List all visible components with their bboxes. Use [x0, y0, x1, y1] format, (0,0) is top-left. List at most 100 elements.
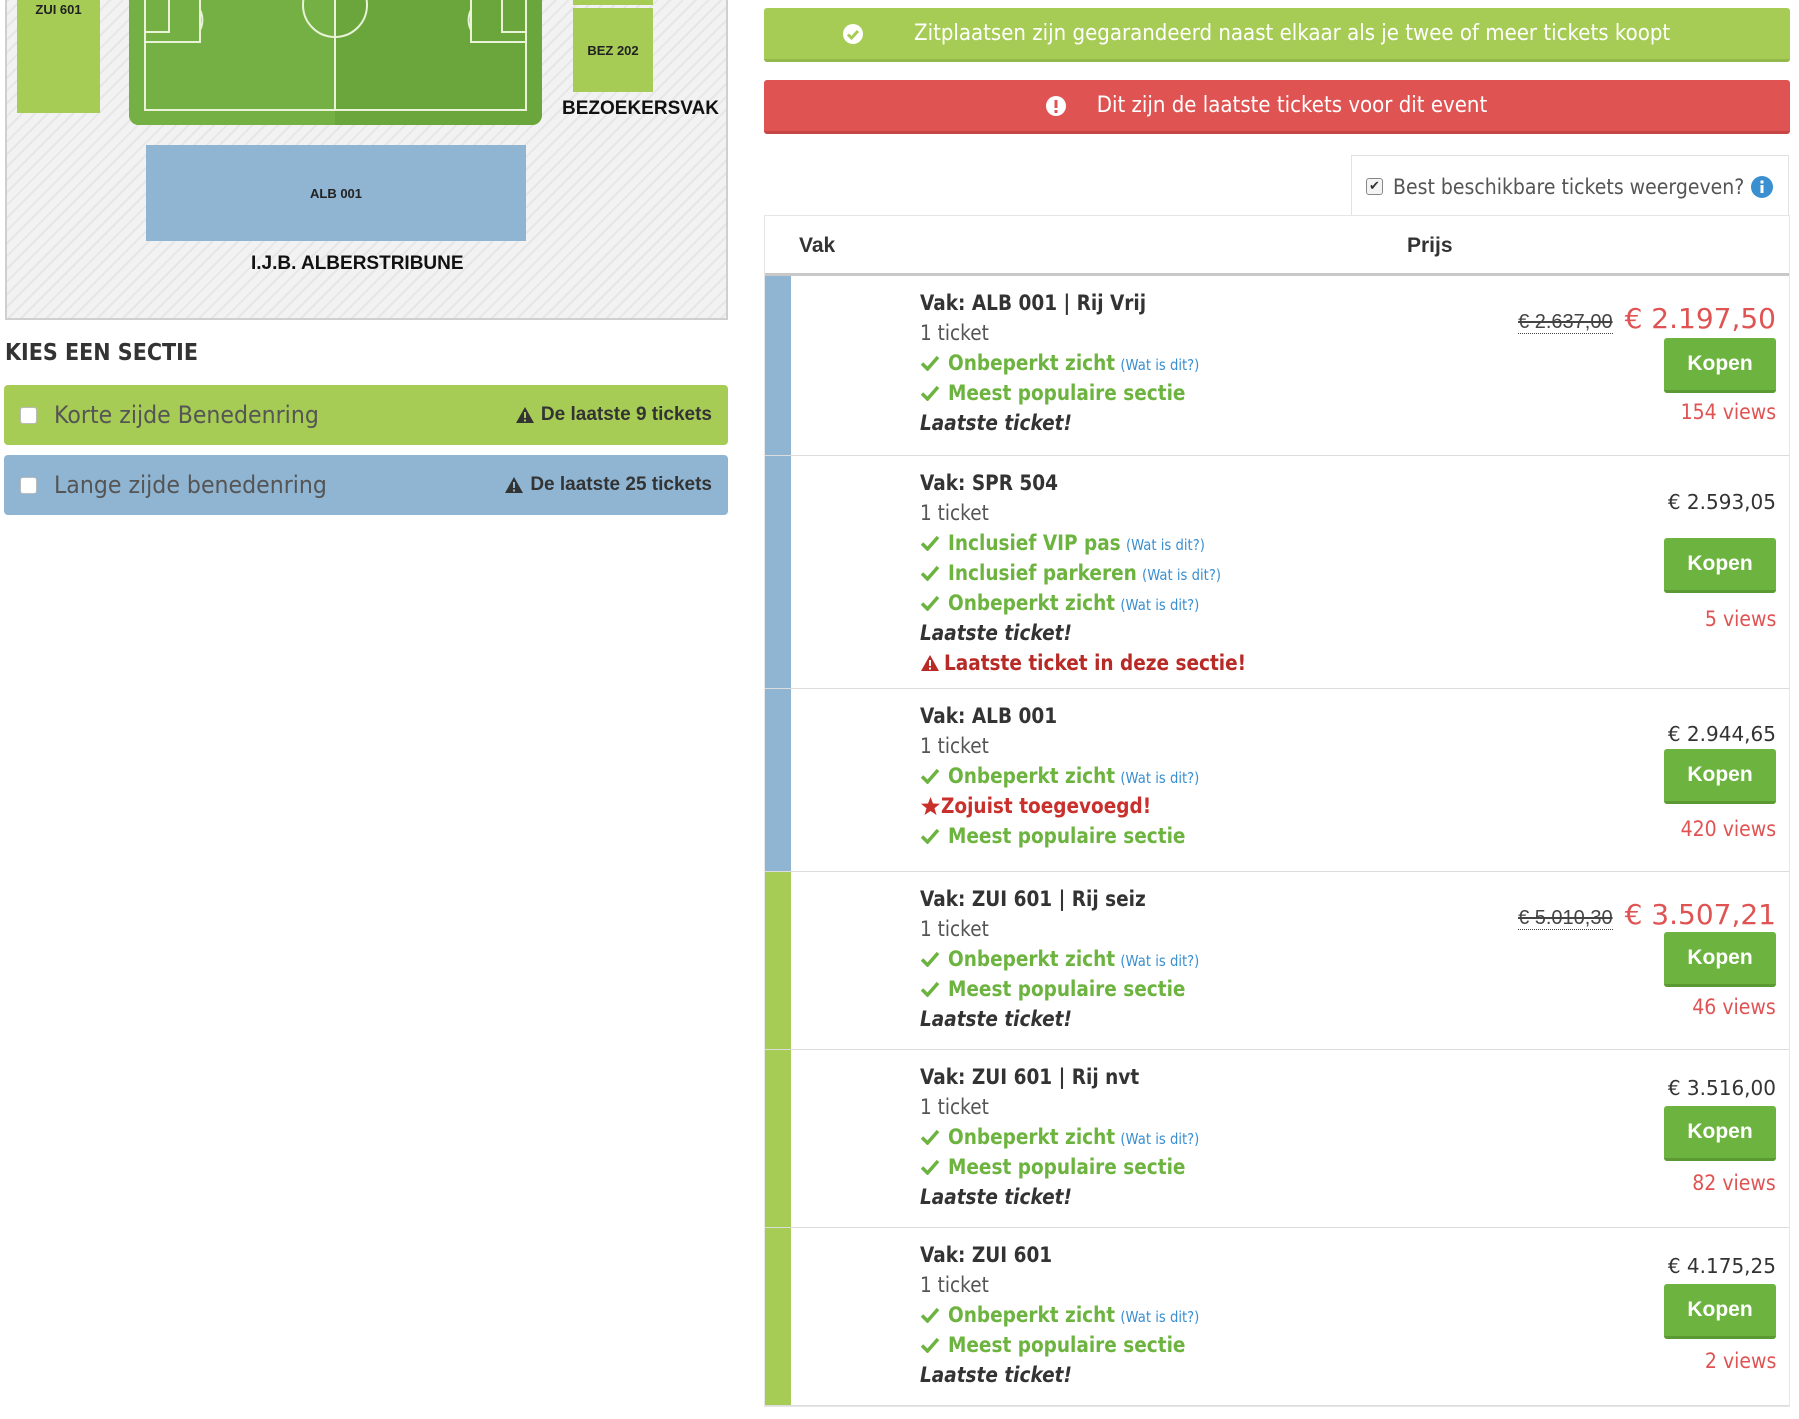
map-section-zui601-label: ZUI 601: [35, 2, 82, 17]
just-added-badge: Zojuist toegevoegd!: [920, 791, 1234, 821]
views-count: 420 views: [1680, 817, 1776, 841]
ticket-feature: Onbeperkt zicht (Wat is dit?): [920, 761, 1234, 791]
ticket-feature: Inclusief VIP pas (Wat is dit?): [920, 528, 1287, 558]
check-icon: [920, 535, 940, 551]
ticket-count: 1 ticket: [920, 321, 989, 345]
section-warning: De laatste 9 tickets: [515, 404, 712, 426]
old-price: € 5.010,30: [1518, 907, 1613, 930]
ticket-feature: Meest populaire sectie: [920, 1330, 1234, 1360]
check-circle-icon: [842, 23, 863, 44]
ticket-title: Vak: ZUI 601: [920, 1243, 1053, 1267]
what-is-this-link[interactable]: (Wat is dit?): [1120, 356, 1200, 374]
buy-button[interactable]: Kopen: [1664, 1284, 1776, 1339]
ticket-count: 1 ticket: [920, 501, 989, 525]
best-tickets-checkbox[interactable]: ✔: [1366, 178, 1383, 195]
ticket-feature: Onbeperkt zicht (Wat is dit?): [920, 588, 1287, 618]
ticket-table: Vak Prijs Vak: ALB 001 | Rij Vrij 1 ticke…: [764, 215, 1790, 1407]
views-count: 5 views: [1704, 607, 1776, 631]
ticket-row: Vak: ZUI 601 1 ticket Onbeperkt zicht (Wat …: [765, 1228, 1789, 1406]
map-section-bez202[interactable]: BEZ 202: [573, 8, 653, 92]
what-is-this-link[interactable]: (Wat is dit?): [1120, 1308, 1200, 1326]
section-warning-text: De laatste 25 tickets: [530, 474, 712, 495]
last-ticket-label: Laatste ticket!: [920, 621, 1072, 645]
map-section-alb001[interactable]: ALB 001: [146, 145, 526, 241]
warning-icon: [505, 477, 524, 493]
ticket-row: Vak: ALB 001 | Rij Vrij 1 ticket Onbeperkt…: [765, 276, 1789, 456]
ticket-row: Vak: ZUI 601 | Rij nvt 1 ticket Onbeperkt …: [765, 1050, 1789, 1228]
check-icon: [920, 828, 940, 844]
map-section-bez202-label: BEZ 202: [587, 42, 639, 58]
ticket-price: € 5.010,30 € 3.507,21: [1518, 898, 1776, 931]
section-warning: De laatste 25 tickets: [504, 474, 712, 496]
ticket-feature: Meest populaire sectie: [920, 378, 1234, 408]
ticket-count: 1 ticket: [920, 917, 989, 941]
ticket-row: Vak: ZUI 601 | Rij seiz 1 ticket Onbeperkt…: [765, 872, 1789, 1050]
ticket-count: 1 ticket: [920, 734, 989, 758]
last-tickets-alert: Dit zijn de laatste tickets voor dit eve…: [764, 80, 1790, 134]
seating-guarantee-text: Zitplaatsen zijn gegarandeerd naast elka…: [913, 21, 1671, 46]
ticket-feature: Onbeperkt zicht (Wat is dit?): [920, 944, 1234, 974]
what-is-this-link[interactable]: (Wat is dit?): [1120, 1130, 1200, 1148]
exclamation-circle-icon: [1046, 95, 1067, 116]
section-color-strip: [765, 872, 791, 1049]
buy-button[interactable]: Kopen: [1664, 749, 1776, 804]
best-tickets-toggle[interactable]: ✔ Best beschikbare tickets weergeven?: [1351, 155, 1789, 217]
section-name: Korte zijde Benedenring: [54, 401, 319, 429]
ticket-title: Vak: ALB 001 | Rij Vrij: [920, 291, 1147, 315]
what-is-this-link[interactable]: (Wat is dit?): [1125, 536, 1205, 554]
last-ticket-label: Laatste ticket!: [920, 411, 1072, 435]
section-checkbox[interactable]: [20, 476, 37, 494]
buy-button[interactable]: Kopen: [1664, 932, 1776, 987]
check-icon: [920, 595, 940, 611]
ticket-rows: Vak: ALB 001 | Rij Vrij 1 ticket Onbeperkt…: [765, 276, 1789, 1406]
check-icon: [920, 1307, 940, 1323]
what-is-this-link[interactable]: (Wat is dit?): [1120, 952, 1200, 970]
regular-price: € 4.175,25: [1667, 1254, 1776, 1278]
last-ticket-label: Laatste ticket!: [920, 1007, 1072, 1031]
regular-price: € 2.593,05: [1667, 490, 1776, 514]
ticket-count: 1 ticket: [920, 1095, 989, 1119]
table-header: Vak Prijs: [765, 216, 1789, 276]
section-color-strip: [765, 276, 791, 455]
buy-button[interactable]: Kopen: [1664, 1106, 1776, 1161]
ticket-details: Vak: ZUI 601 | Rij seiz 1 ticket Onbeperkt…: [920, 884, 1234, 1034]
check-icon: [920, 951, 940, 967]
section-color-strip: [765, 1050, 791, 1227]
ticket-details: Vak: ZUI 601 | Rij nvt 1 ticket Onbeperkt …: [920, 1062, 1234, 1212]
section-color-strip: [765, 456, 791, 688]
last-tickets-text: Dit zijn de laatste tickets voor dit eve…: [1096, 93, 1488, 118]
check-icon: [920, 981, 940, 997]
check-icon: [920, 1159, 940, 1175]
seating-guarantee-alert: Zitplaatsen zijn gegarandeerd naast elka…: [764, 8, 1790, 62]
last-ticket-label: Laatste ticket!: [920, 1363, 1072, 1387]
what-is-this-link[interactable]: (Wat is dit?): [1142, 566, 1221, 584]
views-count: 46 views: [1692, 995, 1776, 1019]
check-icon: [920, 565, 940, 581]
what-is-this-link[interactable]: (Wat is dit?): [1120, 596, 1200, 614]
map-section-zui601[interactable]: ZUI 601: [17, 0, 100, 113]
ticket-feature: Inclusief parkeren (Wat is dit?): [920, 558, 1287, 588]
section-warning-text: De laatste 9 tickets: [540, 404, 712, 425]
buy-button[interactable]: Kopen: [1664, 338, 1776, 393]
regular-price: € 3.516,00: [1667, 1076, 1776, 1100]
ticket-feature: Onbeperkt zicht (Wat is dit?): [920, 1122, 1234, 1152]
section-lange-zijde[interactable]: Lange zijde benedenring De laatste 25 ti…: [4, 455, 728, 515]
what-is-this-link[interactable]: (Wat is dit?): [1120, 769, 1200, 787]
ticket-feature: Meest populaire sectie: [920, 974, 1234, 1004]
section-korte-zijde[interactable]: Korte zijde Benedenring De laatste 9 tic…: [4, 385, 728, 445]
section-color-strip: [765, 1228, 791, 1405]
ticket-price: € 2.593,05: [1668, 490, 1776, 514]
ticket-price: € 4.175,25: [1668, 1254, 1776, 1278]
section-checkbox[interactable]: [20, 406, 37, 424]
buy-button[interactable]: Kopen: [1664, 538, 1776, 593]
map-section-alb001-label: ALB 001: [309, 185, 363, 201]
ticket-title: Vak: ZUI 601 | Rij nvt: [920, 1065, 1140, 1089]
column-header-vak[interactable]: Vak: [799, 234, 836, 257]
ticket-title: Vak: SPR 504: [920, 471, 1058, 495]
info-icon[interactable]: [1750, 175, 1774, 199]
ticket-feature: Onbeperkt zicht (Wat is dit?): [920, 348, 1234, 378]
ticket-feature: Meest populaire sectie: [920, 1152, 1234, 1182]
column-header-prijs[interactable]: Prijs: [1407, 234, 1453, 257]
section-color-strip: [765, 689, 791, 871]
check-icon: [920, 355, 940, 371]
